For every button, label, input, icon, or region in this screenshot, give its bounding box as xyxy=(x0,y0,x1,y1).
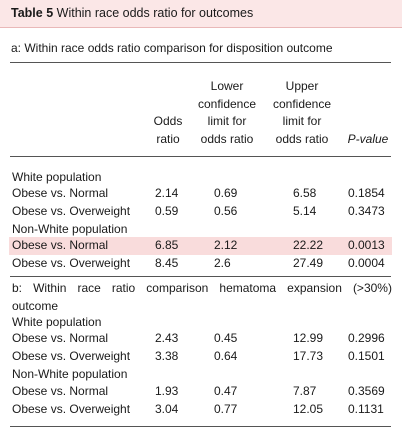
cell-upper-cl: 6.58 xyxy=(293,186,317,200)
cell-comparison: Obese vs. Normal xyxy=(12,331,109,345)
cell-upper-cl: 12.05 xyxy=(293,402,324,416)
cell-upper-cl: 5.14 xyxy=(293,204,317,218)
cell-odds-ratio: 6.85 xyxy=(155,238,179,252)
cell-comparison: Obese vs. Normal xyxy=(12,238,109,252)
section-b-line: outcome xyxy=(12,298,59,313)
cell-lower-cl: 0.45 xyxy=(214,331,238,345)
cell-comparison: Obese vs. Normal xyxy=(12,186,109,200)
cell-lower-cl: 2.12 xyxy=(214,238,238,252)
header-lower-line: confidence xyxy=(197,96,257,111)
cell-lower-cl: 2.6 xyxy=(214,256,231,270)
header-upper-line: limit for xyxy=(282,114,322,128)
cell-p-value: 0.1854 xyxy=(348,186,385,200)
cell-odds-ratio: 0.59 xyxy=(155,204,179,218)
cell-lower-cl: 0.64 xyxy=(214,349,238,363)
header-upper-line: confidence xyxy=(272,96,332,111)
cell-p-value: 0.2996 xyxy=(348,331,385,345)
table-row: Obese vs. Normal 2.43 0.45 12.99 0.2996 xyxy=(0,330,402,348)
table-title-bar: Table 5 Within race odds ratio for outco… xyxy=(0,0,402,28)
cell-upper-cl: 7.87 xyxy=(293,384,317,398)
group-label: White population xyxy=(12,170,102,184)
cell-p-value: 0.1501 xyxy=(348,349,385,363)
table-row: Obese vs. Overweight 8.45 2.6 27.49 0.00… xyxy=(0,255,402,273)
cell-lower-cl: 0.56 xyxy=(214,204,238,218)
cell-lower-cl: 0.47 xyxy=(214,384,238,398)
cell-p-value: 0.3569 xyxy=(348,384,385,398)
header-lower-cl: Lower confidence limit for odds ratio xyxy=(193,78,261,148)
cell-comparison: Obese vs. Overweight xyxy=(12,402,131,416)
table-title: Table 5 Within race odds ratio for outco… xyxy=(11,6,253,20)
table-row: Obese vs. Overweight 3.04 0.77 12.05 0.1… xyxy=(0,401,402,419)
cell-odds-ratio: 3.38 xyxy=(155,349,179,363)
header-p-value: P-value xyxy=(347,132,389,146)
heading-word: Within xyxy=(33,281,67,295)
cell-upper-cl: 12.99 xyxy=(293,331,324,345)
rule-section xyxy=(10,276,391,277)
table-title-text: Within race odds ratio for outcomes xyxy=(56,6,254,20)
header-upper-line: Upper xyxy=(285,79,319,93)
section-a-heading: a: Within race odds ratio comparison for… xyxy=(11,41,333,55)
rule-bottom xyxy=(10,426,391,427)
rule-top xyxy=(10,62,391,63)
heading-word: expansion xyxy=(287,281,342,295)
heading-word: hematoma xyxy=(219,281,277,295)
cell-odds-ratio: 2.43 xyxy=(155,331,179,345)
cell-upper-cl: 22.22 xyxy=(293,238,324,252)
group-label: Non-White population xyxy=(12,222,128,236)
table-row: Obese vs. Normal 1.93 0.47 7.87 0.3569 xyxy=(0,383,402,401)
group-label: Non-White population xyxy=(12,367,128,381)
header-upper-line: odds ratio xyxy=(275,131,329,146)
cell-comparison: Obese vs. Overweight xyxy=(12,349,131,363)
header-lower-line: limit for xyxy=(207,114,247,128)
cell-comparison: Obese vs. Normal xyxy=(12,384,109,398)
header-odds-ratio: Odds ratio xyxy=(148,113,188,148)
cell-upper-cl: 17.73 xyxy=(293,349,324,363)
table-row: Obese vs. Overweight 3.38 0.64 17.73 0.1… xyxy=(0,348,402,366)
cell-lower-cl: 0.77 xyxy=(214,402,238,416)
header-lower-line: odds ratio xyxy=(200,131,254,146)
rule-header xyxy=(10,156,391,157)
cell-upper-cl: 27.49 xyxy=(293,256,324,270)
cell-odds-ratio: 8.45 xyxy=(155,256,179,270)
cell-p-value: 0.3473 xyxy=(348,204,385,218)
table-row-highlighted: Obese vs. Normal 6.85 2.12 22.22 0.0013 xyxy=(9,237,392,255)
cell-p-value: 0.1131 xyxy=(348,402,384,416)
cell-p-value: 0.0013 xyxy=(348,238,385,252)
group-label: White population xyxy=(12,315,102,329)
cell-comparison: Obese vs. Overweight xyxy=(12,204,131,218)
cell-odds-ratio: 3.04 xyxy=(155,402,179,416)
table-number: Table 5 xyxy=(11,6,54,20)
section-b-line: b: Within race ratio comparison hematoma… xyxy=(12,280,392,298)
heading-word: race xyxy=(77,281,101,295)
heading-word: comparison xyxy=(146,281,209,295)
heading-word: b: xyxy=(12,281,23,295)
header-odds-line: Odds xyxy=(153,114,183,128)
table-row: Obese vs. Overweight 0.59 0.56 5.14 0.34… xyxy=(0,203,402,221)
heading-word: (>30%) xyxy=(352,281,392,295)
cell-lower-cl: 0.69 xyxy=(214,186,238,200)
cell-comparison: Obese vs. Overweight xyxy=(12,256,131,270)
table-row: Obese vs. Normal 2.14 0.69 6.58 0.1854 xyxy=(0,185,402,203)
section-b-heading: b: Within race ratio comparison hematoma… xyxy=(12,280,392,315)
cell-odds-ratio: 1.93 xyxy=(155,384,179,398)
cell-p-value: 0.0004 xyxy=(348,256,385,270)
heading-word: ratio xyxy=(111,281,136,295)
header-lower-line: Lower xyxy=(210,79,244,93)
header-odds-line: ratio xyxy=(156,131,180,146)
header-upper-cl: Upper confidence limit for odds ratio xyxy=(268,78,336,148)
cell-odds-ratio: 2.14 xyxy=(155,186,179,200)
